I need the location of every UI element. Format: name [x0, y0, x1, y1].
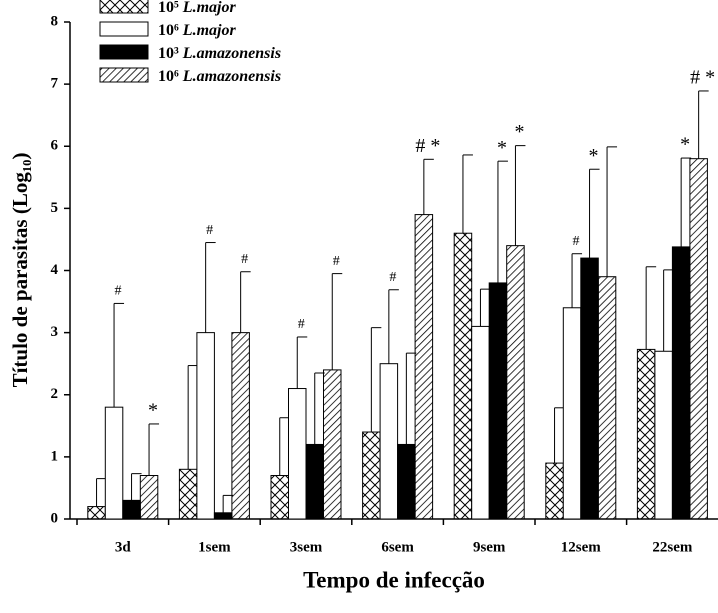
legend-label: 10⁶ L.major — [158, 22, 236, 39]
x-axis-title: Tempo de infecção — [303, 567, 485, 592]
bar — [270, 475, 289, 520]
bar — [414, 214, 434, 520]
bar — [580, 257, 599, 520]
bar — [597, 276, 617, 520]
legend-label: 10³ L.amazonensis — [158, 45, 281, 62]
annotation: # — [389, 270, 396, 285]
bar — [139, 475, 159, 520]
bar — [545, 462, 564, 520]
annotation: * — [514, 121, 524, 143]
annotation: * — [680, 134, 690, 156]
bar — [104, 406, 124, 520]
bar — [305, 443, 324, 520]
bar — [671, 246, 691, 520]
legend-label: 10⁵ L.major — [158, 0, 236, 16]
x-tick-label: 9sem — [473, 539, 506, 555]
bar — [288, 388, 307, 520]
bar — [506, 245, 525, 520]
bar — [636, 348, 656, 520]
bar — [362, 431, 381, 520]
annotation: * — [148, 400, 158, 422]
bar — [471, 325, 490, 520]
x-tick-label: 3d — [115, 539, 132, 555]
annotation: # — [573, 234, 580, 249]
y-tick-label: 3 — [51, 324, 59, 340]
bar — [122, 499, 141, 520]
annotation: # — [241, 252, 248, 267]
legend-swatch — [99, 44, 149, 60]
x-tick-label: 3sem — [290, 539, 323, 555]
annotation: * — [589, 145, 599, 167]
x-tick-label: 6sem — [381, 539, 414, 555]
bar — [231, 332, 250, 520]
bar — [196, 332, 215, 520]
x-tick-label: 22sem — [652, 539, 692, 555]
y-tick-label: 5 — [51, 200, 59, 216]
bar — [689, 158, 708, 520]
bar — [488, 282, 508, 520]
bar — [562, 307, 582, 520]
bar — [379, 363, 399, 520]
annotation: # * — [415, 135, 440, 157]
y-tick-label: 7 — [51, 76, 59, 92]
y-tick-label: 8 — [51, 13, 59, 29]
y-tick-label: 1 — [51, 448, 59, 464]
annotation: # — [333, 254, 340, 269]
y-tick-label: 6 — [51, 138, 59, 154]
legend-swatch — [99, 0, 149, 14]
bar — [323, 369, 342, 520]
legend-label: 10⁶ L.amazonensis — [158, 68, 281, 85]
y-tick-label: 2 — [51, 386, 59, 402]
y-tick-label: 0 — [51, 510, 59, 526]
bar — [397, 443, 416, 520]
annotation: # * — [690, 67, 715, 89]
y-axis-title: Título de parasitas (Log₁₀) — [8, 153, 32, 388]
bar — [453, 232, 473, 520]
annotation: # — [298, 317, 305, 332]
legend-swatch — [99, 67, 149, 83]
y-tick-label: 4 — [51, 262, 59, 278]
annotation: # — [206, 223, 213, 238]
bar — [654, 350, 673, 520]
annotation: * — [497, 137, 507, 159]
bar — [213, 512, 233, 520]
x-tick-label: 1sem — [198, 539, 231, 555]
legend-swatch — [99, 21, 149, 37]
bar — [87, 506, 106, 520]
x-tick-label: 12sem — [561, 539, 601, 555]
annotation: # — [115, 284, 122, 299]
bar — [178, 468, 198, 520]
